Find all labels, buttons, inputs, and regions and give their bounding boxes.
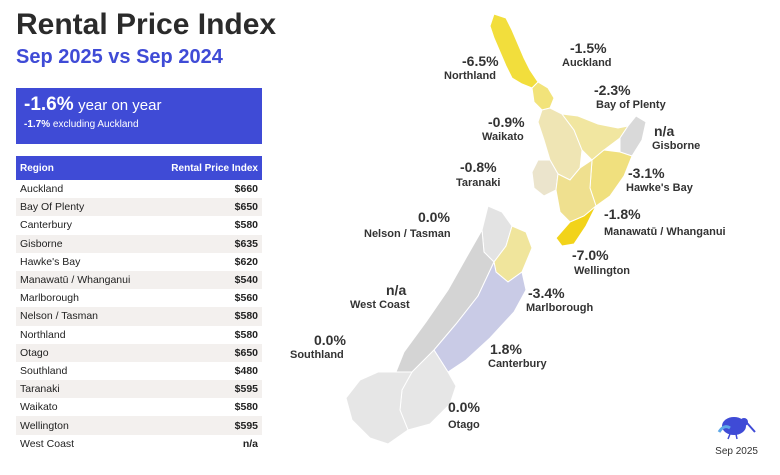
- value-cell: $650: [152, 198, 262, 217]
- region-wellington: [555, 205, 597, 247]
- table-row: Southland $480: [16, 361, 262, 381]
- column-header-region: Region: [16, 156, 153, 180]
- name-label-southland: Southland: [290, 349, 344, 361]
- table-row: Otago $650: [16, 343, 262, 362]
- pct-label-northland: -6.5%: [462, 53, 499, 69]
- value-cell: $580: [152, 216, 262, 235]
- table-row: Northland $580: [16, 325, 262, 344]
- region-cell: Bay Of Plenty: [16, 198, 153, 217]
- pct-label-west-coast: n/a: [386, 282, 406, 298]
- page-title: Rental Price Index: [16, 8, 277, 41]
- table-row: Bay Of Plenty $650: [16, 198, 262, 217]
- region-cell: Nelson / Tasman: [16, 307, 153, 326]
- name-label-wellington: Wellington: [574, 265, 630, 277]
- table-row: Nelson / Tasman $580: [16, 307, 262, 326]
- region-cell: Marlborough: [16, 289, 153, 308]
- region-cell: West Coast: [16, 434, 153, 453]
- pct-label-nelson: 0.0%: [418, 209, 450, 225]
- excl-text: excluding Auckland: [52, 119, 139, 130]
- nz-region-map: -6.5% Northland -1.5% Auckland -0.9% Wai…: [290, 13, 726, 445]
- table-header-row: Region Rental Price Index: [16, 156, 262, 180]
- value-cell: $540: [152, 270, 262, 290]
- name-label-canterbury: Canterbury: [488, 358, 548, 370]
- footer-date: Sep 2025: [715, 446, 758, 457]
- region-northland: [489, 13, 539, 89]
- excl-value: -1.7%: [24, 119, 51, 130]
- rent-table: Region Rental Price Index Auckland $660 B…: [16, 156, 262, 453]
- name-label-hawkes-bay: Hawke's Bay: [626, 182, 694, 194]
- region-cell: Canterbury: [16, 216, 153, 235]
- yoy-text: year on year: [78, 97, 162, 114]
- region-cell: Hawke's Bay: [16, 252, 153, 271]
- region-cell: Otago: [16, 343, 153, 362]
- name-label-northland: Northland: [444, 70, 496, 82]
- name-label-gisborne: Gisborne: [652, 140, 700, 152]
- value-cell: $660: [152, 180, 262, 199]
- name-label-taranaki: Taranaki: [456, 177, 500, 189]
- pct-label-hawkes-bay: -3.1%: [628, 165, 665, 181]
- region-cell: Waikato: [16, 398, 153, 417]
- value-cell: $580: [152, 307, 262, 326]
- value-cell: $650: [152, 343, 262, 362]
- table-row: Canterbury $580: [16, 216, 262, 235]
- column-header-index: Rental Price Index: [152, 156, 262, 180]
- pct-label-waikato: -0.9%: [488, 114, 525, 130]
- table-row: Hawke's Bay $620: [16, 252, 262, 271]
- name-label-nelson: Nelson / Tasman: [364, 228, 451, 240]
- pct-label-auckland: -1.5%: [570, 40, 607, 56]
- table-row: Manawatū / Whanganui $540: [16, 270, 262, 290]
- region-gisborne: [619, 115, 647, 157]
- pct-label-gisborne: n/a: [654, 123, 674, 139]
- region-cell: Southland: [16, 361, 153, 381]
- table-row: Marlborough $560: [16, 289, 262, 308]
- table-row: Wellington $595: [16, 416, 262, 435]
- table-row: Taranaki $595: [16, 380, 262, 399]
- yoy-value: -1.6%: [24, 94, 74, 115]
- name-label-auckland: Auckland: [562, 57, 612, 69]
- table-row: West Coast n/a: [16, 434, 262, 453]
- pct-label-wellington: -7.0%: [572, 247, 609, 263]
- region-cell: Gisborne: [16, 234, 153, 253]
- name-label-waikato: Waikato: [482, 131, 524, 143]
- value-cell: $595: [152, 416, 262, 435]
- region-canterbury: [433, 260, 527, 373]
- value-cell: $580: [152, 398, 262, 417]
- value-cell: $635: [152, 234, 262, 253]
- yoy-summary-box: -1.6% year on year -1.7% excluding Auckl…: [16, 88, 262, 144]
- kiwi-bird-icon: [717, 417, 756, 440]
- region-cell: Northland: [16, 325, 153, 344]
- table-row: Gisborne $635: [16, 234, 262, 253]
- pct-label-bay-of-plenty: -2.3%: [594, 82, 631, 98]
- table-row: Waikato $580: [16, 398, 262, 417]
- region-cell: Manawatū / Whanganui: [16, 270, 153, 290]
- region-taranaki: [531, 159, 559, 197]
- name-label-manawatu: Manawatū / Whanganui: [604, 226, 726, 238]
- value-cell: n/a: [152, 434, 262, 453]
- value-cell: $560: [152, 289, 262, 308]
- pct-label-marlborough: -3.4%: [528, 285, 565, 301]
- region-labels: -6.5% Northland -1.5% Auckland -0.9% Wai…: [290, 40, 726, 431]
- pct-label-canterbury: 1.8%: [490, 341, 522, 357]
- value-cell: $620: [152, 252, 262, 271]
- region-cell: Wellington: [16, 416, 153, 435]
- region-cell: Auckland: [16, 180, 153, 199]
- name-label-bay-of-plenty: Bay of Plenty: [596, 99, 667, 111]
- region-auckland: [531, 81, 555, 111]
- value-cell: $480: [152, 361, 262, 381]
- region-hawkes-bay: [589, 149, 633, 207]
- pct-label-otago: 0.0%: [448, 399, 480, 415]
- pct-label-taranaki: -0.8%: [460, 159, 497, 175]
- region-cell: Taranaki: [16, 380, 153, 399]
- pct-label-southland: 0.0%: [314, 332, 346, 348]
- value-cell: $595: [152, 380, 262, 399]
- name-label-otago: Otago: [448, 419, 480, 431]
- pct-label-manawatu: -1.8%: [604, 206, 641, 222]
- page-subtitle: Sep 2025 vs Sep 2024: [16, 46, 223, 68]
- table-row: Auckland $660: [16, 180, 262, 199]
- name-label-west-coast: West Coast: [350, 299, 410, 311]
- region-southland: [345, 371, 413, 445]
- value-cell: $580: [152, 325, 262, 344]
- name-label-marlborough: Marlborough: [526, 302, 593, 314]
